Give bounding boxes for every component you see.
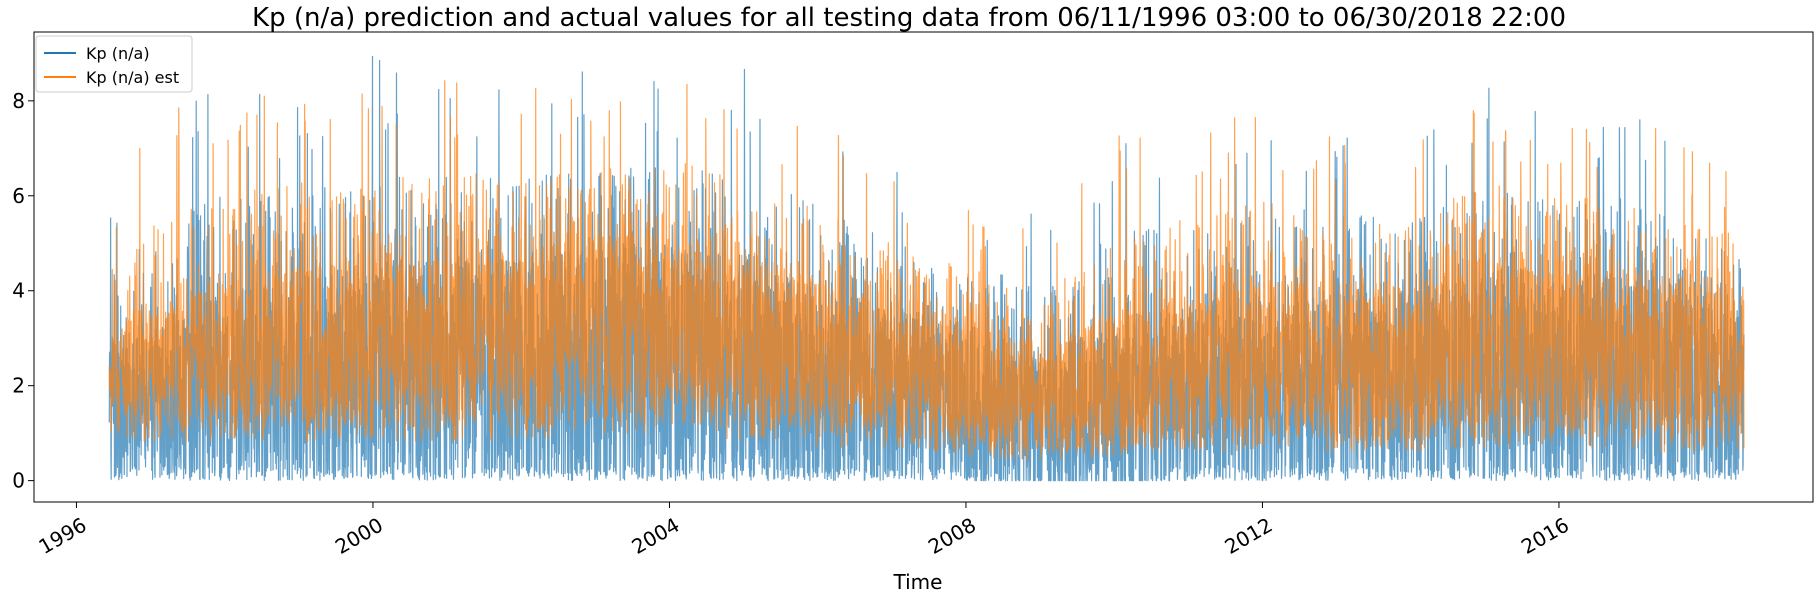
series-line-estimate	[108, 80, 1745, 461]
y-tick-label: 8	[12, 89, 25, 113]
y-tick-label: 0	[12, 469, 25, 493]
chart-title: Kp (n/a) prediction and actual values fo…	[252, 3, 1566, 33]
series-layer	[108, 55, 1745, 482]
y-tick-label: 4	[12, 279, 25, 303]
y-tick-label: 2	[12, 374, 25, 398]
y-tick-label: 6	[12, 184, 25, 208]
legend-label-actual: Kp (n/a)	[86, 44, 150, 63]
x-axis-label: Time	[893, 570, 943, 594]
y-axis: 0 2 4 6 8	[12, 89, 34, 493]
legend-label-estimate: Kp (n/a) est	[86, 68, 179, 87]
legend: Kp (n/a) Kp (n/a) est	[35, 35, 193, 93]
plot-frame	[33, 31, 1814, 503]
